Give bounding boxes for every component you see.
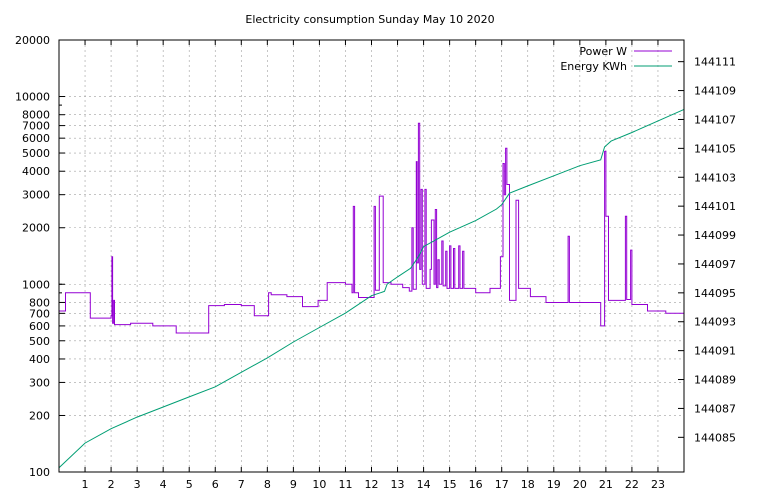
- chart-title: Electricity consumption Sunday May 10 20…: [245, 13, 494, 26]
- y-left-tick-label: 8000: [22, 109, 50, 122]
- y-left-tick-label: 2000: [22, 222, 50, 235]
- x-tick-label: 16: [469, 478, 483, 491]
- x-tick-label: 5: [186, 478, 193, 491]
- y-left-tick-label: 1000: [22, 278, 50, 291]
- y-right-tick-label: 144109: [694, 85, 736, 98]
- x-tick-label: 14: [417, 478, 431, 491]
- x-tick-label: 7: [238, 478, 245, 491]
- y-right-tick-label: 144089: [694, 374, 736, 387]
- y-left-tick-label: 600: [29, 320, 50, 333]
- y-left-tick-label: 800: [29, 296, 50, 309]
- grid: [59, 39, 684, 473]
- x-tick-label: 19: [547, 478, 561, 491]
- x-tick-label: 17: [495, 478, 509, 491]
- y-right-tick-label: 144091: [694, 345, 736, 358]
- y-right-tick-label: 144093: [694, 316, 736, 329]
- y-right-tick-label: 144095: [694, 287, 736, 300]
- legend: Power W Energy KWh: [560, 45, 672, 73]
- x-tick-label: 1: [82, 478, 89, 491]
- y-left-tick-label: 500: [29, 335, 50, 348]
- y-left-tick-label: 700: [29, 307, 50, 320]
- x-tick-label: 3: [134, 478, 141, 491]
- y-left-tick-label: 20000: [15, 34, 50, 47]
- y-right-tick-label: 144085: [694, 431, 736, 444]
- x-tick-label: 4: [160, 478, 167, 491]
- y-right-tick-label: 144107: [694, 113, 736, 126]
- series-line-power-w: [59, 122, 685, 334]
- series-line-energy-kwh: [58, 108, 685, 469]
- y-right-tick-label: 144103: [694, 171, 736, 184]
- x-tick-label: 11: [338, 478, 352, 491]
- y-left-tick-label: 300: [29, 376, 50, 389]
- y-right-tick-label: 144097: [694, 258, 736, 271]
- x-tick-label: 9: [290, 478, 297, 491]
- y-left-tick-label: 4000: [22, 165, 50, 178]
- x-tick-label: 20: [573, 478, 587, 491]
- x-tick-label: 8: [264, 478, 271, 491]
- y-left-tick-label: 6000: [22, 132, 50, 145]
- x-tick-label: 13: [391, 478, 405, 491]
- y-left-tick-label: 100: [29, 466, 50, 479]
- ticks: 1 2 3 4 5 6 7 8 9 10 11 12 13 14 15 16 17 18 19 20 21 22 23100…: [15, 34, 736, 491]
- x-tick-label: 23: [651, 478, 665, 491]
- y-right-tick-label: 144099: [694, 229, 736, 242]
- y-left-tick-label: 5000: [22, 147, 50, 160]
- y-right-tick-label: 144087: [694, 402, 736, 415]
- x-tick-label: 2: [108, 478, 115, 491]
- y-right-tick-label: 144105: [694, 142, 736, 155]
- x-tick-label: 22: [625, 478, 639, 491]
- x-tick-label: 18: [521, 478, 535, 491]
- legend-label: Power W: [579, 45, 627, 58]
- y-left-tick-label: 10000: [15, 91, 50, 104]
- series-layer: [58, 108, 685, 469]
- y-left-tick-label: 400: [29, 353, 50, 366]
- x-tick-label: 6: [212, 478, 219, 491]
- x-tick-label: 21: [599, 478, 613, 491]
- legend-label: Energy KWh: [560, 60, 627, 73]
- x-tick-label: 15: [443, 478, 457, 491]
- y-left-tick-label: 200: [29, 409, 50, 422]
- x-tick-label: 12: [365, 478, 379, 491]
- y-left-tick-label: 3000: [22, 189, 50, 202]
- y-left-tick-label: 7000: [22, 120, 50, 133]
- x-tick-label: 10: [312, 478, 326, 491]
- y-right-tick-label: 144111: [694, 56, 736, 69]
- y-right-tick-label: 144101: [694, 200, 736, 213]
